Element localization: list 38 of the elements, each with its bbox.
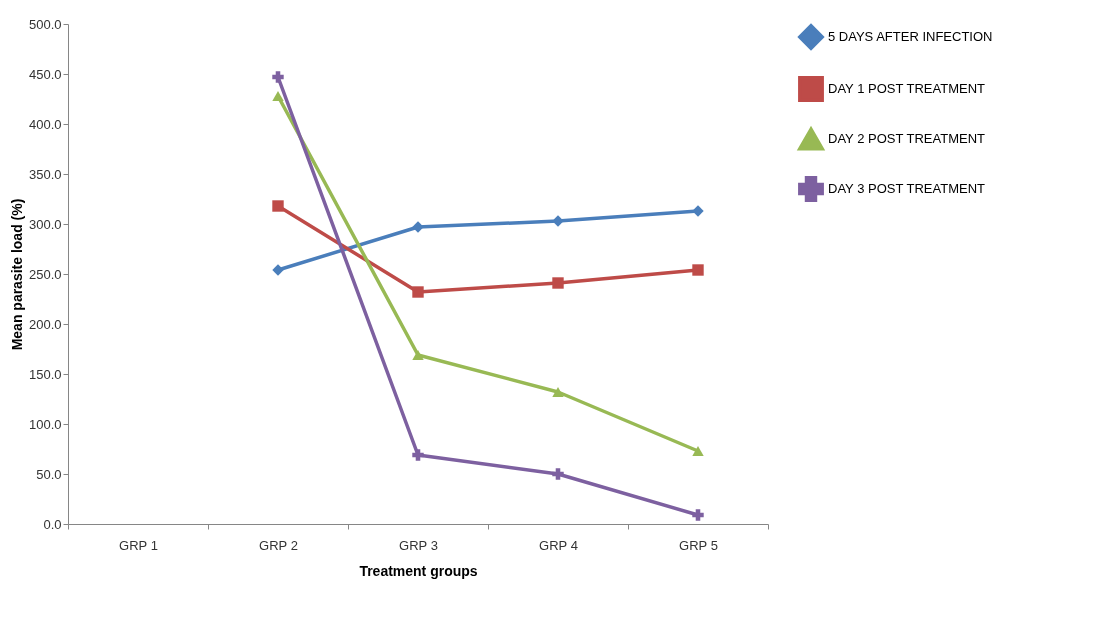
point <box>552 215 564 227</box>
point <box>692 205 704 217</box>
point <box>692 446 704 456</box>
y-tick-label: 500.0 <box>28 16 62 32</box>
y-tick-label: 50.0 <box>36 466 62 482</box>
legend-label: DAY 1 POST TREATMENT <box>828 81 986 96</box>
point <box>412 449 424 461</box>
x-axis-title: Treatment groups <box>359 562 478 579</box>
legend-label: 5 DAYS AFTER INFECTION <box>828 29 993 44</box>
x-tick-label: GRP 1 <box>119 537 158 553</box>
point <box>412 221 424 233</box>
point <box>552 387 564 397</box>
point <box>272 200 284 212</box>
y-tick-label: 100.0 <box>28 416 62 432</box>
point <box>412 286 424 298</box>
point <box>552 277 564 289</box>
x-tick-label: GRP 2 <box>259 537 298 553</box>
y-tick-label: 400.0 <box>28 116 62 132</box>
point <box>692 264 704 276</box>
point <box>272 71 284 83</box>
x-tick-label: GRP 5 <box>679 537 718 553</box>
legend-label: DAY 2 POST TREATMENT <box>828 131 986 146</box>
y-axis-title: Mean parasite load (%) <box>8 198 25 351</box>
y-tick-label: 150.0 <box>28 366 62 382</box>
y-tick-label: 350.0 <box>28 166 62 182</box>
x-tick-label: GRP 3 <box>399 537 438 553</box>
point <box>552 468 564 480</box>
point <box>272 264 284 276</box>
y-tick-label: 0.0 <box>43 516 62 532</box>
y-tick-label: 200.0 <box>28 316 62 332</box>
x-tick-label: GRP 4 <box>539 537 578 553</box>
legend-label: DAY 3 POST TREATMENT <box>828 181 986 196</box>
point <box>272 91 284 101</box>
y-tick-label: 450.0 <box>28 66 62 82</box>
point <box>412 350 424 360</box>
y-tick-label: 250.0 <box>28 266 62 282</box>
y-tick-label: 300.0 <box>28 216 62 232</box>
point <box>692 509 704 521</box>
